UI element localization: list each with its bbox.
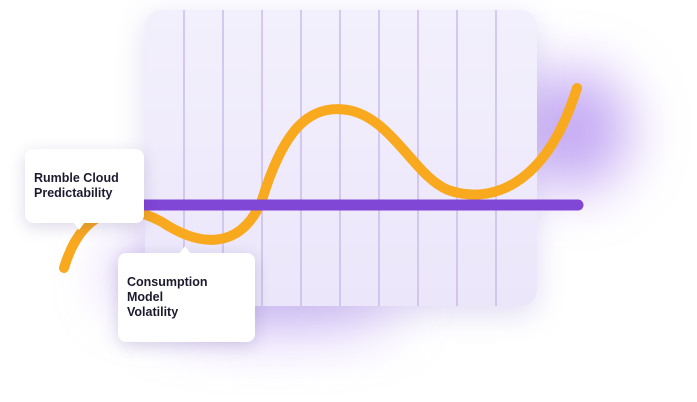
predictability-label: Rumble Cloud Predictability [34, 171, 119, 200]
callout-pointer [73, 222, 85, 230]
volatility-callout: Consumption Model Volatility [118, 246, 255, 342]
volatility-label: Consumption Model Volatility [127, 275, 208, 319]
volatility-wave-line [59, 83, 582, 273]
predictability-callout: Rumble Cloud Predictability [25, 149, 144, 230]
callout-pointer [179, 246, 191, 254]
